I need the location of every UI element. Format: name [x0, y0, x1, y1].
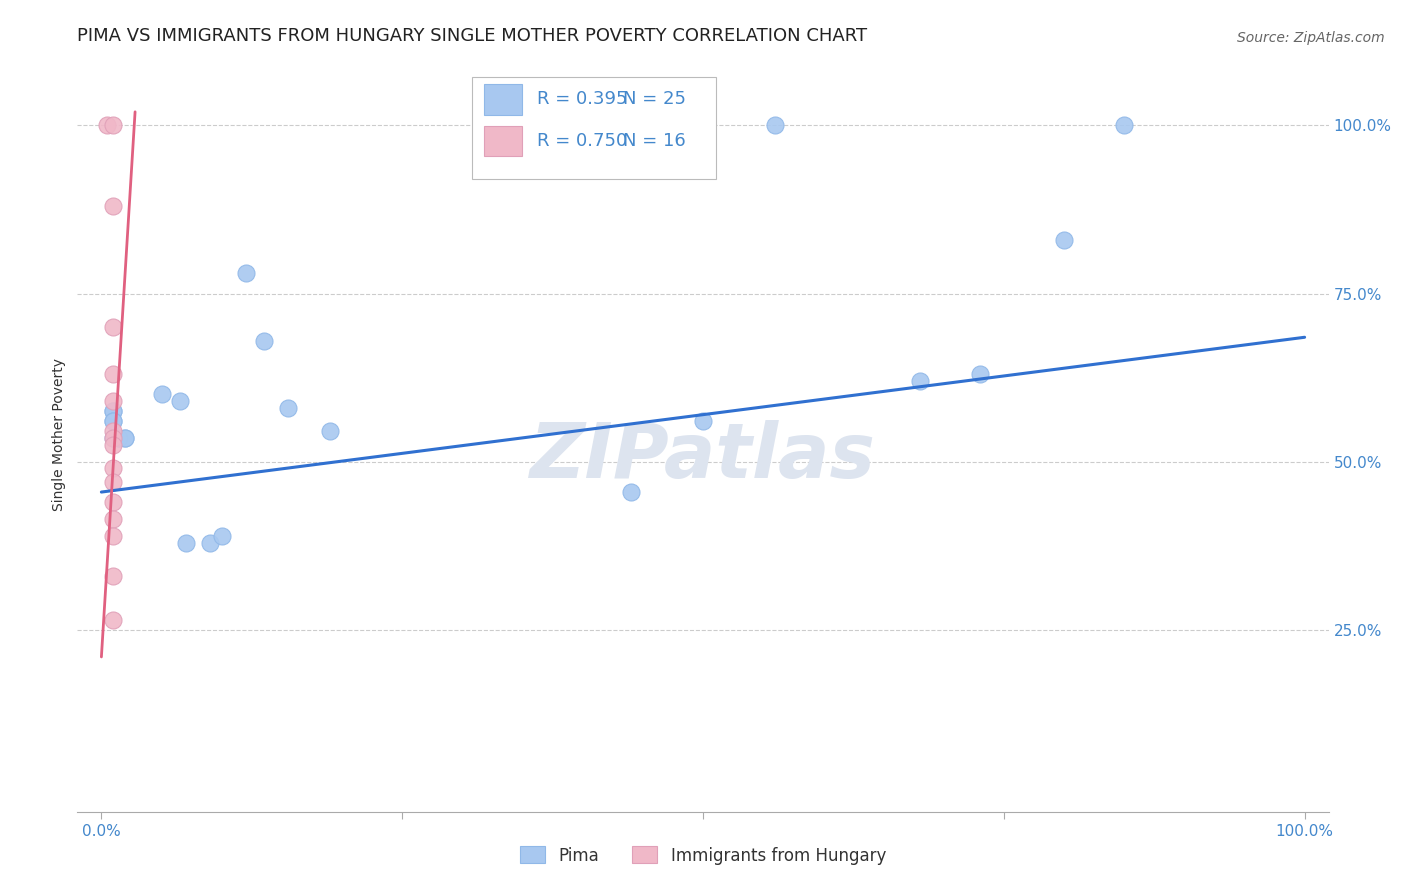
Point [114, 431, 136, 445]
Point [103, 414, 125, 428]
Point [103, 461, 125, 475]
Point [103, 425, 125, 439]
Point [169, 394, 191, 409]
Point [103, 414, 125, 428]
Point [103, 475, 125, 489]
Point [174, 535, 197, 549]
Point [103, 404, 125, 418]
Point [103, 613, 125, 627]
Point [908, 374, 931, 388]
Point [103, 512, 125, 526]
Legend: Pima, Immigrants from Hungary: Pima, Immigrants from Hungary [513, 839, 893, 871]
Point [103, 431, 125, 445]
Point [103, 199, 125, 213]
Point [211, 529, 233, 543]
Point [319, 425, 342, 439]
Point [103, 569, 125, 583]
Point [103, 431, 125, 445]
Point [103, 368, 125, 382]
Point [277, 401, 299, 415]
Point [103, 404, 125, 418]
Point [108, 431, 131, 445]
Point [198, 535, 221, 549]
Point [969, 368, 991, 382]
FancyBboxPatch shape [484, 85, 522, 114]
Point [103, 394, 125, 409]
Point [103, 320, 125, 334]
Point [763, 118, 786, 132]
Point [114, 431, 136, 445]
Point [96, 118, 118, 132]
Text: R = 0.395: R = 0.395 [537, 90, 627, 109]
Text: N = 16: N = 16 [623, 132, 686, 150]
Point [108, 431, 131, 445]
Point [103, 438, 125, 452]
Point [620, 485, 643, 500]
Text: ZIPatlas: ZIPatlas [530, 420, 876, 494]
Point [1114, 118, 1136, 132]
Text: PIMA VS IMMIGRANTS FROM HUNGARY SINGLE MOTHER POVERTY CORRELATION CHART: PIMA VS IMMIGRANTS FROM HUNGARY SINGLE M… [77, 28, 868, 45]
Text: N = 25: N = 25 [623, 90, 686, 109]
FancyBboxPatch shape [484, 126, 522, 156]
Point [103, 118, 125, 132]
Point [235, 266, 257, 280]
Point [692, 414, 714, 428]
Y-axis label: Single Mother Poverty: Single Mother Poverty [52, 359, 66, 511]
Text: R = 0.750: R = 0.750 [537, 132, 627, 150]
Point [253, 334, 276, 348]
Text: Source: ZipAtlas.com: Source: ZipAtlas.com [1237, 31, 1385, 45]
Point [150, 387, 173, 401]
Point [103, 529, 125, 543]
Point [103, 495, 125, 509]
Point [1053, 233, 1076, 247]
FancyBboxPatch shape [471, 77, 716, 178]
